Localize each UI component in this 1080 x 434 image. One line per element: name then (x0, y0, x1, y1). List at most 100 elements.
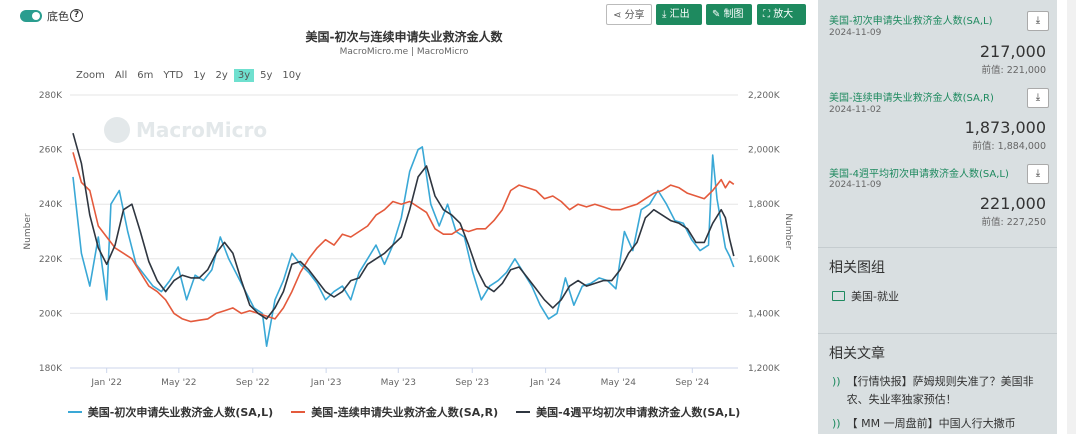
range-ytd[interactable]: YTD (163, 70, 184, 81)
y-left-tick-label: 240K (39, 200, 63, 210)
indicator-prev: 前值: 221,000 (981, 62, 1046, 76)
pencil-icon: ✎ (712, 9, 724, 20)
y-left-tick-label: 220K (39, 255, 63, 265)
y-right-tick-label: 1,200K (748, 364, 781, 374)
prev-value: 221,000 (1006, 65, 1046, 76)
indicator-value: 217,000 (979, 42, 1046, 61)
y-right-tick-label: 2,000K (748, 146, 781, 156)
prev-label: 前值: (981, 217, 1004, 228)
y-left-tick-label: 280K (39, 91, 63, 101)
download-icon[interactable]: ⤓ (1027, 11, 1049, 31)
indicator-value: 221,000 (979, 194, 1046, 213)
range-2y[interactable]: 2y (215, 70, 228, 81)
x-tick-label: Jan '23 (310, 378, 342, 388)
zoom-label: 放大 (773, 9, 794, 20)
y-left-tick-label: 200K (39, 309, 63, 319)
legend-swatch (516, 411, 531, 413)
export-button[interactable]: ⤓ 汇出 (656, 4, 702, 25)
series-line-initial-claims (72, 146, 735, 347)
export-label: 汇出 (669, 9, 690, 20)
divider (818, 333, 1057, 334)
fullscreen-button[interactable]: ⛶ 放大 (757, 4, 806, 25)
folder-icon (832, 291, 845, 301)
range-3y[interactable]: 3y (233, 69, 255, 82)
download-icon: ⤓ (662, 9, 670, 20)
related-groups-title: 相关图组 (829, 260, 885, 276)
indicator-name[interactable]: 美国-连续申请失业救济金人数(SA,R) (829, 93, 994, 104)
chart-legend: 美国-初次申请失业救济金人数(SA,L) 美国-连续申请失业救济金人数(SA,R… (0, 404, 808, 420)
watermark: MacroMicro (104, 117, 267, 143)
article-link[interactable]: )) 【 MM 一周盘前】中国人行大撒币 (832, 415, 1050, 433)
chart-title: 美国-初次与连续申请失业救济金人数 (305, 30, 503, 44)
zoom-label: Zoom (76, 70, 105, 81)
x-tick-label: Sep '24 (675, 378, 709, 388)
range-all[interactable]: All (114, 70, 128, 81)
related-group-link[interactable]: 美国-就业 (832, 288, 899, 304)
article-title: 【行情快报】萨姆规则失准了？美国非农、失业率独家预估！ (846, 375, 1034, 406)
legend-item-avg4w[interactable]: 美国-4週平均初次申请救济金人数(SA,L) (516, 404, 740, 420)
indicator-value: 1,873,000 (964, 118, 1046, 137)
x-tick-label: Sep '23 (455, 378, 489, 388)
series-line-continuing-claims (72, 152, 735, 323)
y-right-axis-label: Number (783, 213, 793, 249)
share-icon: ⋖ (613, 10, 625, 21)
scrollbar[interactable] (1067, 0, 1076, 434)
indicator-name[interactable]: 美国-4週平均初次申请救济金人数(SA,L) (829, 169, 1009, 180)
toggle-label: 底色 (47, 10, 69, 23)
watermark-text: MacroMicro (136, 118, 268, 142)
series-line-4week-average (72, 132, 735, 320)
legend-label: 美国-连续申请失业救济金人数(SA,R) (311, 406, 499, 419)
range-10y[interactable]: 10y (282, 70, 302, 81)
legend-item-initial[interactable]: 美国-初次申请失业救济金人数(SA,L) (67, 404, 274, 420)
indicator-prev: 前值: 227,250 (981, 214, 1046, 228)
legend-item-continuing[interactable]: 美国-连续申请失业救济金人数(SA,R) (291, 404, 498, 420)
x-tick-label: May '23 (381, 378, 416, 388)
x-tick-label: May '24 (601, 378, 637, 388)
range-selector: Zoom All 6m YTD 1y 2y 3y 5y 10y (72, 69, 307, 82)
related-articles-title: 相关文章 (829, 346, 885, 362)
rss-icon: )) (832, 375, 841, 388)
article-link[interactable]: )) 【行情快报】萨姆规则失准了？美国非农、失业率独家预估！ (832, 373, 1050, 409)
legend-label: 美国-初次申请失业救济金人数(SA,L) (87, 406, 274, 419)
prev-label: 前值: (972, 141, 995, 152)
chart-panel: 底色 ? ⋖ 分享 ⤓ 汇出 ✎ 制图 ⛶ 放大 美国-初次与连续申请失业救济金… (0, 4, 808, 420)
y-left-tick-label: 260K (39, 146, 63, 156)
related-group-label: 美国-就业 (851, 290, 899, 303)
article-title: 【 MM 一周盘前】中国人行大撒币 (846, 417, 1016, 430)
divider (818, 247, 1057, 248)
prev-value: 227,250 (1006, 217, 1046, 228)
y-left-tick-label: 180K (39, 364, 63, 374)
indicator-date: 2024-11-02 (829, 105, 882, 115)
y-left-axis-label: Number (23, 213, 33, 249)
x-tick-label: Jan '24 (529, 378, 561, 388)
line-chart: 180K 200K 220K 240K 260K 280K 1,200K 1,400K 1,60… (23, 91, 793, 388)
indicator-date: 2024-11-09 (829, 28, 882, 38)
legend-label: 美国-4週平均初次申请救济金人数(SA,L) (536, 406, 741, 419)
range-6m[interactable]: 6m (137, 70, 154, 81)
download-icon[interactable]: ⤓ (1027, 88, 1049, 108)
y-right-tick-label: 1,600K (748, 255, 781, 265)
draw-button[interactable]: ✎ 制图 (706, 4, 752, 25)
x-tick-label: Sep '22 (236, 378, 270, 388)
rss-icon: )) (832, 417, 841, 430)
prev-value: 1,884,000 (997, 141, 1046, 152)
indicator-prev: 前值: 1,884,000 (972, 138, 1046, 152)
chart-subtitle: MacroMicro.me | MacroMicro (339, 47, 469, 57)
y-right-tick-label: 2,200K (748, 91, 781, 101)
macromicro-logo-icon (104, 117, 130, 143)
range-5y[interactable]: 5y (260, 70, 273, 81)
background-toggle[interactable] (20, 10, 42, 22)
indicator-name[interactable]: 美国-初次申请失业救济金人数(SA,L) (829, 16, 993, 27)
range-1y[interactable]: 1y (193, 70, 206, 81)
expand-icon: ⛶ (763, 9, 774, 20)
x-tick-label: Jan '22 (90, 378, 122, 388)
y-right-tick-label: 1,800K (748, 200, 781, 210)
help-icon[interactable]: ? (70, 9, 83, 22)
draw-label: 制图 (723, 9, 744, 20)
sidebar: 美国-初次申请失业救济金人数(SA,L) 2024-11-09 ⤓ 217,00… (818, 0, 1057, 434)
share-button[interactable]: ⋖ 分享 (606, 4, 652, 25)
x-tick-label: May '22 (161, 378, 196, 388)
download-icon[interactable]: ⤓ (1027, 164, 1049, 184)
prev-label: 前值: (981, 65, 1004, 76)
y-right-tick-label: 1,400K (748, 309, 781, 319)
